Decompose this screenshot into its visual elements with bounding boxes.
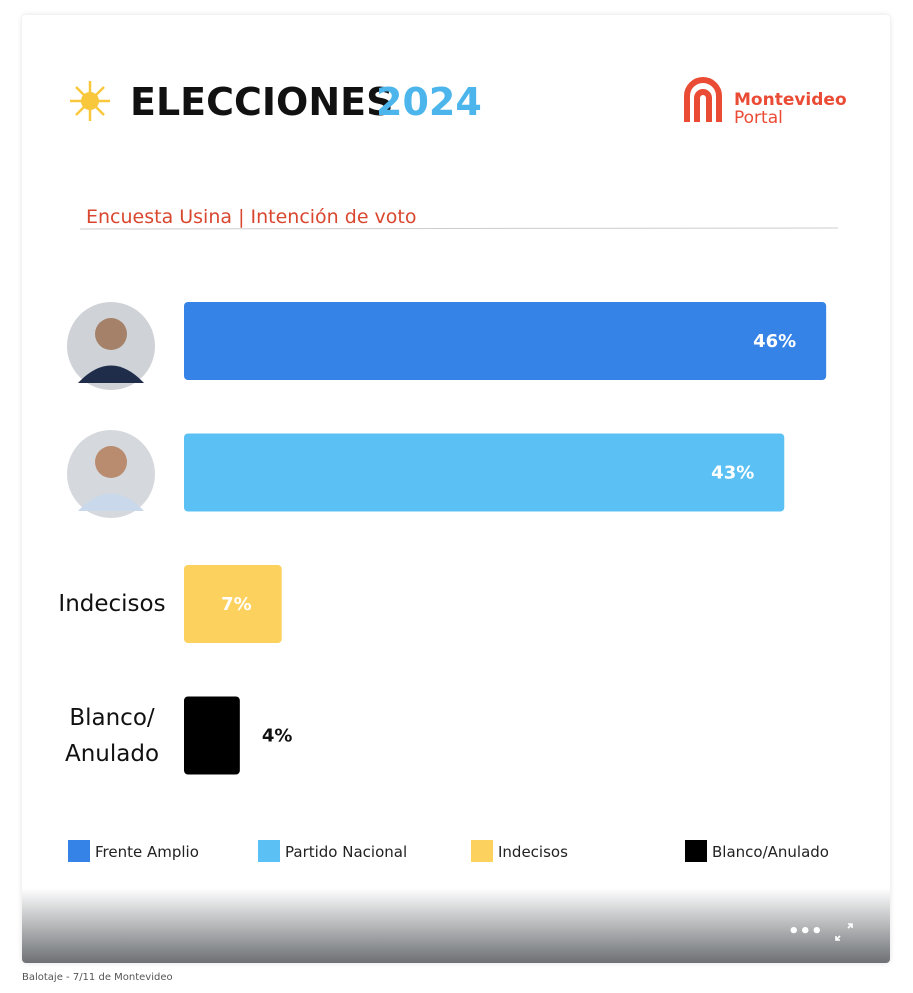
media-controls xyxy=(22,888,890,963)
legend-swatch xyxy=(68,840,90,862)
divider xyxy=(79,227,839,230)
legend-label: Blanco/Anulado xyxy=(712,843,829,861)
photo xyxy=(67,430,155,518)
legend-label: Frente Amplio xyxy=(95,843,199,861)
category-label: Blanco/ Anulado xyxy=(64,704,160,767)
media-buttons[interactable]: ••• xyxy=(788,921,823,942)
category-label: Indecisos xyxy=(58,591,166,617)
bar xyxy=(184,433,785,512)
legend-label: Indecisos xyxy=(498,843,568,861)
expand-button[interactable] xyxy=(835,923,853,941)
title-year: 2024 xyxy=(376,80,482,124)
logo-text: Portal xyxy=(734,108,783,128)
value-label: 4% xyxy=(262,726,293,747)
subtitle: Encuesta Usina | Intención de voto xyxy=(86,206,417,228)
value-label: 46% xyxy=(753,331,796,352)
logo-mark xyxy=(684,77,722,122)
legend-swatch xyxy=(471,840,493,862)
sun-icon xyxy=(70,81,110,121)
bar xyxy=(184,696,240,775)
caption: Balotaje - 7/11 de Montevideo xyxy=(22,972,173,983)
title: ELECCIONES xyxy=(130,80,393,124)
bar xyxy=(184,565,282,643)
value-label: 7% xyxy=(221,594,252,615)
value-label: 43% xyxy=(711,463,754,484)
bar xyxy=(184,302,827,380)
more-button[interactable]: ••• xyxy=(788,921,823,942)
logo-text: Montevideo xyxy=(734,90,847,110)
photo xyxy=(67,302,155,390)
legend-swatch xyxy=(685,840,707,862)
legend-label: Partido Nacional xyxy=(285,843,407,861)
legend-swatch xyxy=(258,840,280,862)
